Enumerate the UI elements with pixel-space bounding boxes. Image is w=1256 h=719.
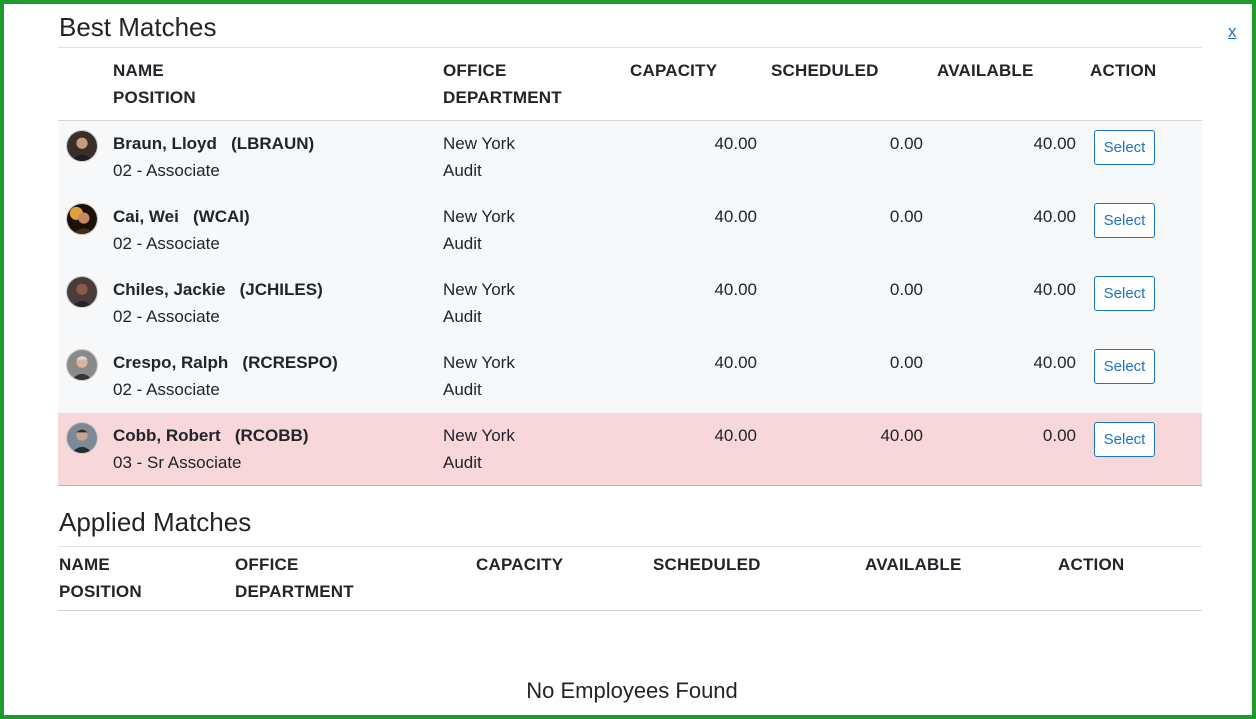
header-department-label: DEPARTMENT [443,88,562,107]
office: New York [443,207,515,226]
employee-name-cell: Cai, Wei (WCAI) 02 - Associate [113,203,250,257]
header-office: OFFICE DEPARTMENT [443,57,562,111]
employee-name: Chiles, Jackie [113,280,226,299]
employee-position: 02 - Associate [113,380,220,399]
scheduled-value: 0.00 [889,353,923,372]
header-office: OFFICE DEPARTMENT [235,551,354,605]
divider [58,546,1202,547]
header-available: AVAILABLE [937,61,1034,80]
header-name: NAME POSITION [113,57,196,111]
avatar [66,203,98,235]
office: New York [443,280,515,299]
department: Audit [443,380,482,399]
avatar [66,130,98,162]
employee-code: (JCHILES) [239,280,323,299]
table-row-overbooked: Cobb, Robert (RCOBB) 03 - Sr Associate N… [58,413,1202,486]
close-link[interactable]: x [1228,22,1237,41]
employee-code: (RCRESPO) [242,353,338,372]
select-button[interactable]: Select [1094,130,1155,165]
employee-position: 02 - Associate [113,307,220,326]
avatar [66,276,98,308]
office: New York [443,353,515,372]
header-scheduled: SCHEDULED [653,555,761,574]
select-button[interactable]: Select [1094,349,1155,384]
office-cell: New York Audit [443,349,515,403]
header-name-label: NAME [59,555,110,574]
office-cell: New York Audit [443,276,515,330]
employee-code: (WCAI) [193,207,250,226]
scheduled-value: 0.00 [889,207,923,226]
available-value: 40.00 [1033,207,1076,226]
header-name: NAME POSITION [59,551,142,605]
employee-name: Cai, Wei [113,207,179,226]
available-value: 0.00 [1042,426,1076,445]
capacity-value: 40.00 [714,426,757,445]
employee-position: 03 - Sr Associate [113,453,242,472]
table-row: Cai, Wei (WCAI) 02 - Associate New York … [58,194,1202,267]
avatar [66,349,98,381]
employee-name-cell: Braun, Lloyd (LBRAUN) 02 - Associate [113,130,314,184]
employee-name-cell: Chiles, Jackie (JCHILES) 02 - Associate [113,276,323,330]
header-capacity: CAPACITY [630,61,718,80]
available-value: 40.00 [1033,134,1076,153]
employee-position: 02 - Associate [113,234,220,253]
available-value: 40.00 [1033,353,1076,372]
header-scheduled: SCHEDULED [771,61,879,80]
header-position-label: POSITION [59,582,142,601]
employee-name: Crespo, Ralph [113,353,229,372]
header-capacity: CAPACITY [476,555,564,574]
header-office-label: OFFICE [443,61,507,80]
office: New York [443,426,515,445]
employee-name-cell: Crespo, Ralph (RCRESPO) 02 - Associate [113,349,338,403]
available-value: 40.00 [1033,280,1076,299]
employee-name: Braun, Lloyd [113,134,217,153]
scheduled-value: 0.00 [889,134,923,153]
header-divider [58,610,1202,611]
office-cell: New York Audit [443,203,515,257]
applied-matches-title: Applied Matches [59,507,252,537]
department: Audit [443,307,482,326]
header-office-label: OFFICE [235,555,299,574]
header-name-label: NAME [113,61,164,80]
table-row: Crespo, Ralph (RCRESPO) 02 - Associate N… [58,340,1202,413]
employee-code: (RCOBB) [234,426,309,445]
select-button[interactable]: Select [1094,422,1155,457]
best-matches-title: Best Matches [59,12,217,42]
scheduled-value: 0.00 [889,280,923,299]
capacity-value: 40.00 [714,207,757,226]
capacity-value: 40.00 [714,353,757,372]
header-available: AVAILABLE [865,555,962,574]
select-button[interactable]: Select [1094,203,1155,238]
table-row: Chiles, Jackie (JCHILES) 02 - Associate … [58,267,1202,340]
employee-name: Cobb, Robert [113,426,221,445]
department: Audit [443,234,482,253]
office-cell: New York Audit [443,130,515,184]
employee-code: (LBRAUN) [231,134,315,153]
select-button[interactable]: Select [1094,276,1155,311]
employee-position: 02 - Associate [113,161,220,180]
header-position-label: POSITION [113,88,196,107]
avatar [66,422,98,454]
divider [58,47,1202,48]
empty-state-message: No Employees Found [526,678,738,703]
office-cell: New York Audit [443,422,515,476]
capacity-value: 40.00 [714,134,757,153]
header-department-label: DEPARTMENT [235,582,354,601]
table-row: Braun, Lloyd (LBRAUN) 02 - Associate New… [58,121,1202,194]
header-action: ACTION [1058,555,1125,574]
scheduled-value: 40.00 [880,426,923,445]
employee-name-cell: Cobb, Robert (RCOBB) 03 - Sr Associate [113,422,308,476]
department: Audit [443,453,482,472]
header-action: ACTION [1090,61,1157,80]
office: New York [443,134,515,153]
department: Audit [443,161,482,180]
capacity-value: 40.00 [714,280,757,299]
header-divider [58,120,1202,121]
